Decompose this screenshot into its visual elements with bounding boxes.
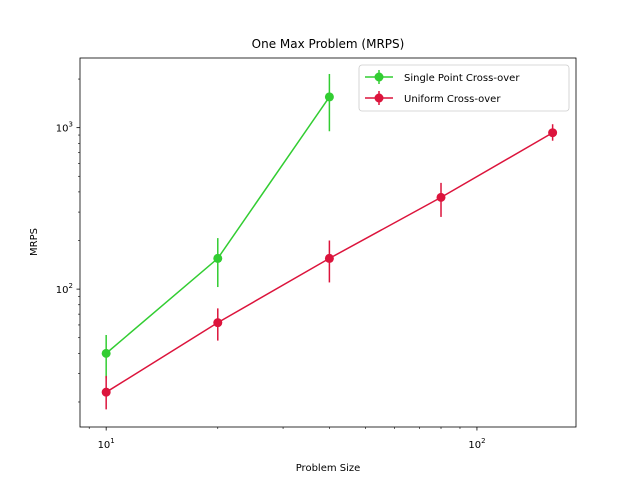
legend-label: Single Point Cross-over [404, 73, 520, 84]
series-1 [101, 73, 334, 379]
y-tick-label: 102 [56, 282, 73, 296]
y-tick-label-exponent: 3 [69, 121, 73, 129]
legend-marker [374, 93, 384, 103]
y-axis-label: MRPS [29, 228, 40, 256]
legend-entry: Single Point Cross-over [365, 70, 520, 84]
y-tick-label: 103 [56, 121, 73, 135]
x-axis-label: Problem Size [296, 463, 361, 474]
x-tick-label-exponent: 2 [481, 437, 485, 445]
x-tick-label: 101 [98, 437, 115, 451]
legend-label: Uniform Cross-over [404, 94, 501, 105]
axes-frame [79, 57, 577, 428]
data-point [213, 253, 223, 263]
x-tick-label-base: 10 [98, 440, 111, 451]
data-point [324, 92, 334, 102]
y-tick-label-exponent: 2 [69, 282, 73, 290]
data-point [436, 192, 446, 202]
x-tick-label: 102 [468, 437, 485, 451]
data-point [324, 253, 334, 263]
series-2 [101, 124, 558, 410]
chart-title: One Max Problem (MRPS) [252, 37, 405, 51]
legend: Single Point Cross-over Uniform Cross-ove… [358, 64, 570, 112]
data-point [548, 128, 558, 138]
legend-marker [374, 72, 384, 82]
plot-area [101, 73, 558, 410]
data-point [101, 387, 111, 397]
x-tick-label-exponent: 1 [110, 437, 114, 445]
x-tick-label-base: 10 [468, 440, 481, 451]
y-tick-label-base: 10 [56, 285, 69, 296]
legend-entry: Uniform Cross-over [365, 91, 501, 105]
data-point [213, 318, 223, 328]
data-point [101, 348, 111, 358]
y-tick-label-base: 10 [56, 124, 69, 135]
legend-box [358, 64, 570, 112]
